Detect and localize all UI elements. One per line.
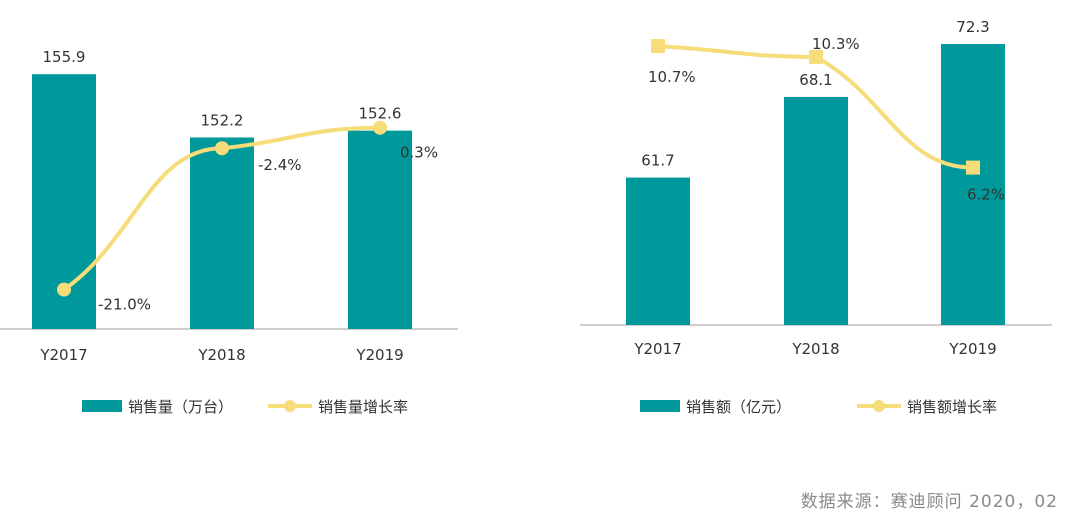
chart2-legend-bar-swatch — [640, 400, 680, 412]
chart1-line-label: -21.0% — [98, 296, 151, 314]
chart1-line-label: -2.4% — [258, 156, 302, 174]
chart1-bar — [348, 130, 412, 329]
chart2-line-marker — [651, 39, 665, 54]
chart2-legend-line-marker — [873, 400, 885, 412]
chart2-line-label: 6.2% — [967, 186, 1005, 204]
chart1-legend-bar-label: 销售量（万台） — [128, 398, 233, 416]
chart2-category-label: Y2019 — [948, 340, 996, 358]
chart2-bar-label: 72.3 — [956, 18, 989, 36]
chart2-category-label: Y2018 — [791, 340, 839, 358]
chart1-category-label: Y2017 — [39, 346, 87, 364]
chart1-line-marker — [373, 120, 387, 135]
chart2-line-label: 10.3% — [812, 35, 860, 53]
chart2-legend-line-label: 销售额增长率 — [907, 398, 997, 416]
chart1-bar — [190, 137, 254, 329]
chart2-line-marker — [809, 49, 823, 64]
chart1-legend-bar-swatch — [82, 400, 122, 412]
chart1-category-label: Y2018 — [197, 346, 245, 364]
chart2-bar-label: 68.1 — [799, 71, 832, 89]
chart1-legend-line-marker — [284, 400, 296, 412]
chart1-legend-line-label: 销售量增长率 — [318, 398, 408, 416]
chart1-bar-label: 152.6 — [359, 105, 402, 123]
source-note: 数据来源：赛迪顾问 2020，02 — [800, 492, 1058, 512]
chart2-legend-bar-label: 销售额（亿元） — [686, 398, 791, 416]
chart2-line-label: 10.7% — [648, 68, 696, 86]
chart1-bar-label: 152.2 — [201, 111, 244, 129]
chart1-bar-label: 155.9 — [43, 48, 86, 66]
chart2-bar — [941, 44, 1005, 326]
chart1-line-marker — [215, 141, 229, 156]
chart2-bar — [626, 177, 690, 325]
chart1-line-label: 0.3% — [400, 144, 438, 162]
chart1-category-label: Y2019 — [355, 346, 403, 364]
chart2-line-marker — [966, 160, 980, 175]
chart2-bar — [784, 96, 848, 325]
chart1-line-marker — [57, 282, 71, 297]
chart2-bar-label: 61.7 — [641, 152, 674, 170]
chart2-category-label: Y2017 — [633, 340, 681, 358]
